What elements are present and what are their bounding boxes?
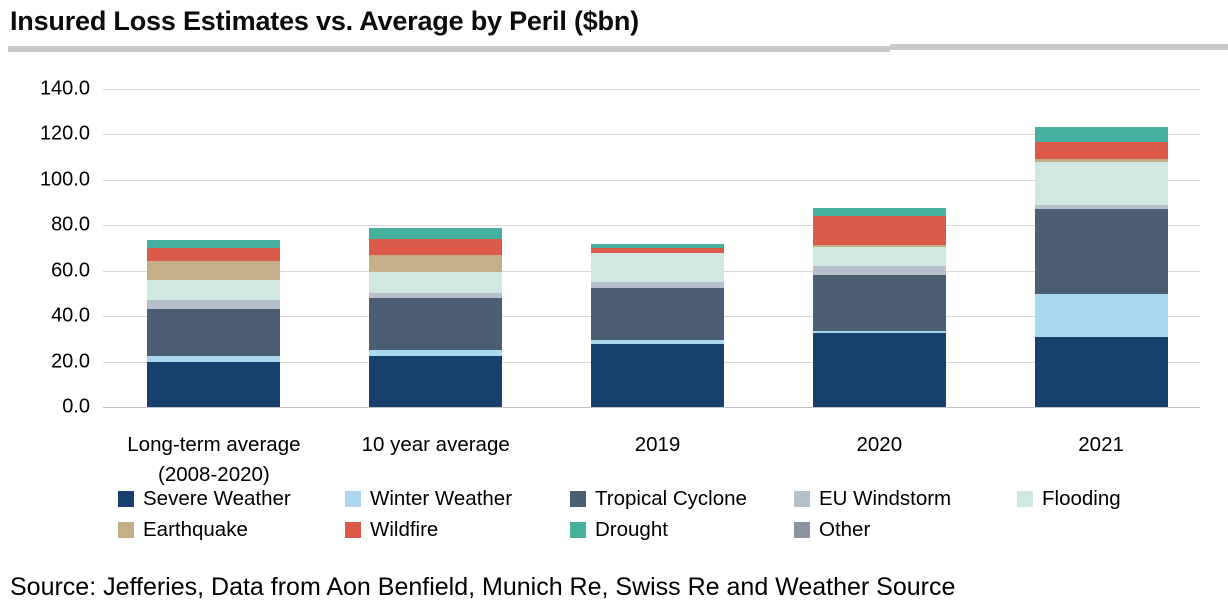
bar-segment-winter-weather — [591, 339, 724, 345]
legend-swatch-icon — [1017, 491, 1033, 507]
title-underline-left — [8, 46, 890, 52]
title-underline-right — [890, 44, 1228, 50]
bar-segment-flooding — [147, 280, 281, 300]
bar-segment-flooding — [812, 246, 946, 266]
legend-label: Tropical Cyclone — [595, 487, 747, 510]
legend-item-wildfire: Wildfire — [345, 518, 570, 542]
legend-swatch-icon — [570, 522, 586, 538]
chart-title: Insured Loss Estimates vs. Average by Pe… — [10, 6, 639, 36]
bar-segment-eu-windstorm — [147, 300, 281, 310]
legend-item-flooding: Flooding — [1017, 487, 1121, 511]
bar-segment-flooding — [369, 271, 503, 293]
bar-segment-tropical-cyclone — [147, 309, 281, 357]
legend-item-eu-windstorm: EU Windstorm — [794, 487, 1017, 511]
bar-segment-eu-windstorm — [591, 282, 724, 288]
x-axis-category-label: 2019 — [634, 433, 681, 456]
legend-swatch-icon — [345, 522, 361, 538]
gridline-100.0 — [103, 179, 1200, 181]
bar-segment-drought — [812, 208, 946, 216]
bar-segment-earthquake — [147, 260, 281, 281]
bar-segment-drought — [147, 240, 281, 248]
legend-swatch-icon — [794, 491, 810, 507]
bar-segment-drought — [1034, 126, 1168, 142]
bar-segment-earthquake — [812, 245, 946, 247]
legend-item-severe-weather: Severe Weather — [118, 487, 345, 511]
gridline-0.0 — [103, 407, 1200, 408]
y-axis-tick-label: 0.0 — [62, 395, 90, 418]
y-axis-tick-label: 80.0 — [51, 213, 90, 236]
bar-segment-drought — [369, 228, 503, 239]
chart-legend: Severe Weather Winter Weather Tropical Cyc… — [118, 487, 1121, 542]
bar-segment-tropical-cyclone — [812, 274, 946, 331]
bar-segment-earthquake — [1034, 158, 1168, 162]
bar-segment-eu-windstorm — [1034, 204, 1168, 209]
bar-segment-severe-weather — [812, 332, 946, 407]
bar-segment-tropical-cyclone — [369, 297, 503, 350]
bar-segment-winter-weather — [147, 356, 281, 362]
bar-segment-drought — [591, 243, 724, 248]
legend-swatch-icon — [118, 522, 134, 538]
x-axis-category-label: 2020 — [856, 433, 903, 456]
bar-segment-winter-weather — [1034, 294, 1168, 338]
bar-segment-wildfire — [1034, 141, 1168, 159]
legend-label: EU Windstorm — [819, 487, 952, 510]
y-axis-tick-label: 60.0 — [51, 259, 90, 282]
legend-swatch-icon — [345, 491, 361, 507]
bar-segment-severe-weather — [369, 355, 503, 407]
legend-label: Winter Weather — [370, 487, 513, 510]
gridline-140.0 — [103, 89, 1200, 90]
legend-swatch-icon — [794, 522, 810, 538]
bar-segment-wildfire — [591, 248, 724, 253]
bar-segment-earthquake — [369, 254, 503, 272]
legend-swatch-icon — [570, 491, 586, 507]
x-axis-category-label: 2021 — [1078, 433, 1124, 456]
bar-segment-wildfire — [147, 248, 281, 261]
legend-label: Other — [819, 518, 871, 541]
bar-segment-tropical-cyclone — [591, 287, 724, 340]
bar-segment-flooding — [591, 253, 724, 283]
y-axis-tick-label: 120.0 — [39, 122, 90, 145]
legend-item-drought: Drought — [570, 518, 794, 542]
bar-segment-tropical-cyclone — [1034, 208, 1168, 295]
bar-segment-wildfire — [812, 215, 946, 246]
source-note: Source: Jefferies, Data from Aon Benfiel… — [10, 573, 956, 601]
legend-item-earthquake: Earthquake — [118, 518, 345, 542]
y-axis-tick-label: 40.0 — [51, 304, 90, 327]
legend-swatch-icon — [118, 491, 134, 507]
legend-label: Flooding — [1042, 487, 1121, 510]
legend-item-tropical-cyclone: Tropical Cyclone — [570, 487, 794, 511]
bar-segment-winter-weather — [369, 349, 503, 356]
gridline-20.0 — [103, 361, 1200, 363]
bar-segment-severe-weather — [147, 361, 281, 407]
legend-label: Earthquake — [143, 518, 248, 541]
bar-segment-eu-windstorm — [812, 265, 946, 275]
bar-segment-severe-weather — [1034, 337, 1168, 407]
legend-label: Severe Weather — [143, 487, 291, 510]
bar-segment-severe-weather — [591, 344, 724, 407]
y-axis-tick-label: 20.0 — [51, 350, 90, 373]
legend-label: Wildfire — [370, 518, 439, 541]
gridline-40.0 — [103, 316, 1200, 318]
gridline-120.0 — [103, 134, 1200, 136]
legend-item-winter-weather: Winter Weather — [345, 487, 570, 511]
bar-segment-winter-weather — [812, 330, 946, 333]
bar-segment-wildfire — [369, 238, 503, 255]
bar-segment-eu-windstorm — [369, 292, 503, 298]
y-axis-tick-label: 100.0 — [39, 168, 90, 191]
gridline-80.0 — [103, 225, 1200, 227]
x-axis-category-label: 10 year average — [361, 433, 510, 456]
x-axis-category-label: Long-term average (2008-2020) — [127, 433, 301, 486]
y-axis-tick-label: 140.0 — [39, 77, 90, 100]
legend-item-other: Other — [794, 518, 1017, 542]
legend-label: Drought — [595, 518, 668, 541]
bar-segment-flooding — [1034, 161, 1168, 205]
gridline-60.0 — [103, 270, 1200, 272]
